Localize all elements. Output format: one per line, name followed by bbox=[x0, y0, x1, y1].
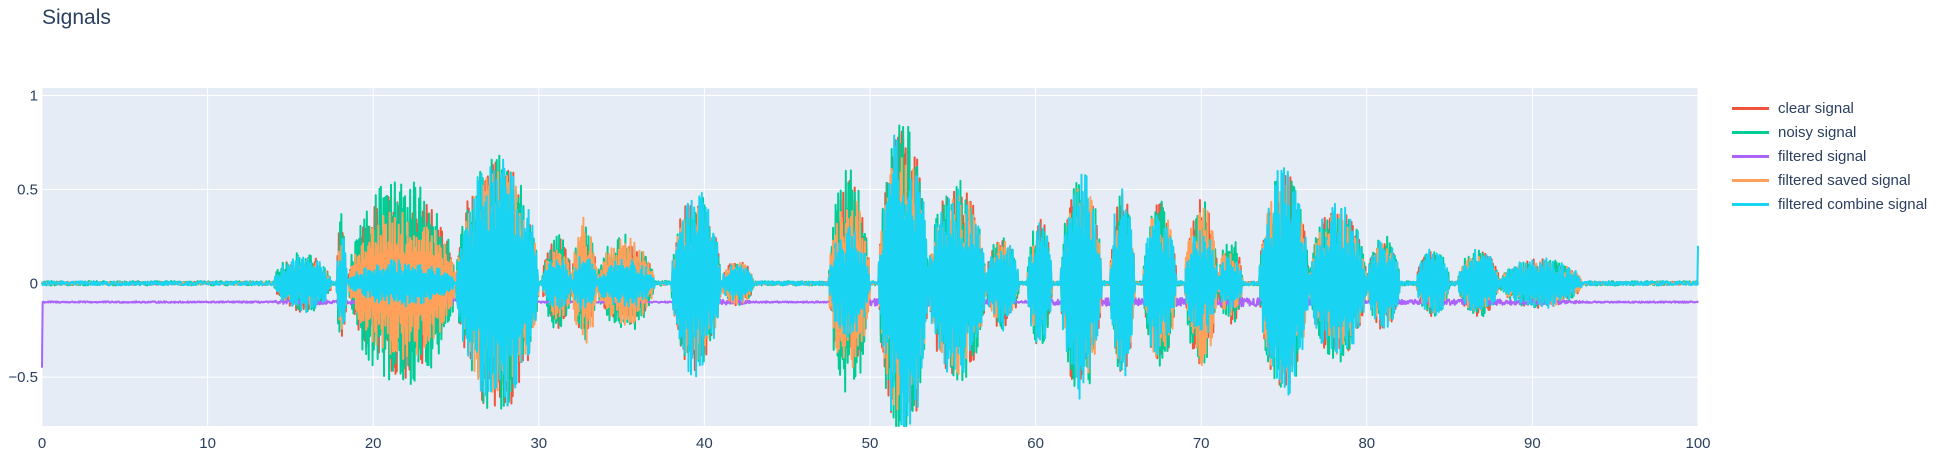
x-axis: 0 10 20 30 40 50 60 70 80 90 100 bbox=[38, 435, 1711, 452]
legend: clear signal noisy signal filtered signal f… bbox=[1732, 96, 1927, 216]
legend-item-clear-signal[interactable]: clear signal bbox=[1732, 96, 1927, 120]
x-tick-label: 100 bbox=[1685, 435, 1710, 452]
legend-swatch bbox=[1732, 178, 1769, 182]
x-tick-label: 90 bbox=[1524, 435, 1541, 452]
series-layer bbox=[41, 124, 1699, 427]
legend-label: filtered combine signal bbox=[1778, 195, 1928, 213]
x-tick-label: 0 bbox=[38, 435, 46, 452]
x-tick-label: 20 bbox=[365, 435, 382, 452]
legend-label: noisy signal bbox=[1778, 123, 1857, 141]
y-tick-label: 0.5 bbox=[17, 181, 38, 198]
y-axis: −0.5 0 0.5 1 bbox=[8, 88, 38, 387]
y-tick-label: 1 bbox=[30, 88, 38, 105]
x-tick-label: 40 bbox=[696, 435, 713, 452]
legend-swatch bbox=[1732, 106, 1769, 110]
x-tick-label: 10 bbox=[199, 435, 216, 452]
legend-label: clear signal bbox=[1778, 99, 1854, 117]
x-tick-label: 30 bbox=[530, 435, 547, 452]
legend-item-filtered-saved-signal[interactable]: filtered saved signal bbox=[1732, 168, 1927, 192]
x-tick-label: 70 bbox=[1193, 435, 1210, 452]
chart-title: Signals bbox=[42, 6, 111, 29]
legend-swatch bbox=[1732, 154, 1769, 158]
x-tick-label: 80 bbox=[1358, 435, 1375, 452]
series-line-filtered-combine-signal bbox=[41, 134, 1699, 427]
legend-item-noisy-signal[interactable]: noisy signal bbox=[1732, 120, 1927, 144]
legend-swatch bbox=[1732, 202, 1769, 206]
legend-item-filtered-combine-signal[interactable]: filtered combine signal bbox=[1732, 192, 1927, 216]
legend-label: filtered saved signal bbox=[1778, 171, 1911, 189]
x-tick-label: 60 bbox=[1027, 435, 1044, 452]
y-tick-label: 0 bbox=[30, 275, 38, 292]
x-tick-label: 50 bbox=[862, 435, 879, 452]
legend-label: filtered signal bbox=[1778, 147, 1867, 165]
legend-item-filtered-signal[interactable]: filtered signal bbox=[1732, 144, 1927, 168]
y-tick-label: −0.5 bbox=[8, 369, 38, 386]
legend-swatch bbox=[1732, 130, 1769, 134]
